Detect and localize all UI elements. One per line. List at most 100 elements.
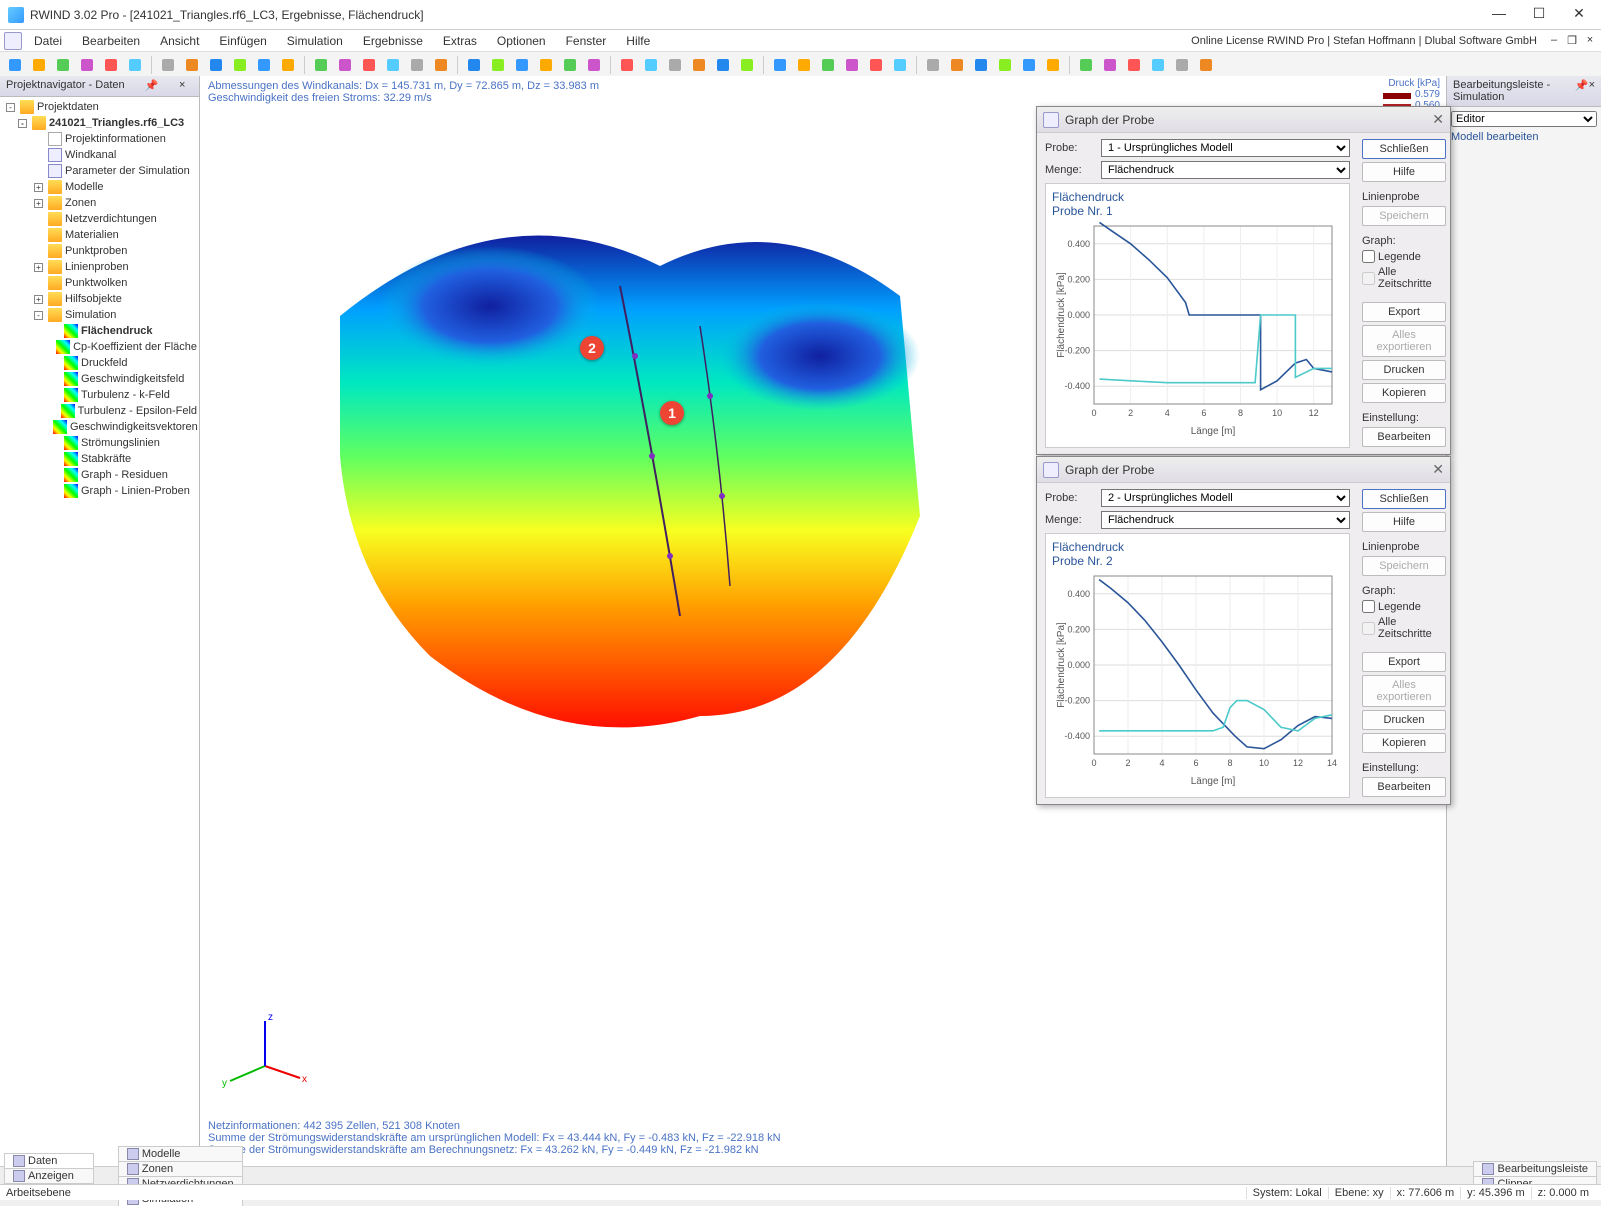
toolbar-button-29[interactable] xyxy=(736,54,758,76)
tree-item[interactable]: Projektinformationen xyxy=(2,131,197,147)
toolbar-button-36[interactable] xyxy=(922,54,944,76)
navigator-pin-icon[interactable]: 📌 xyxy=(145,79,159,93)
tree-item[interactable]: Netzverdichtungen xyxy=(2,211,197,227)
toolbar-button-34[interactable] xyxy=(865,54,887,76)
mdi-minimize[interactable]: – xyxy=(1547,34,1561,48)
legend-checkbox[interactable]: Legende xyxy=(1362,250,1446,263)
print-button[interactable]: Drucken xyxy=(1362,360,1446,380)
help-button[interactable]: Hilfe xyxy=(1362,512,1446,532)
mdi-restore[interactable]: ❐ xyxy=(1565,34,1579,48)
toolbar-button-8[interactable] xyxy=(205,54,227,76)
graph1-probe-select[interactable]: 1 - Ursprüngliches Modell xyxy=(1101,139,1350,157)
tree-item[interactable]: Punktwolken xyxy=(2,275,197,291)
close-button[interactable]: Schließen xyxy=(1362,139,1446,159)
tree-item[interactable]: +Zonen xyxy=(2,195,197,211)
toolbar-button-15[interactable] xyxy=(382,54,404,76)
mdi-close[interactable]: × xyxy=(1583,34,1597,48)
app-menu-icon[interactable] xyxy=(4,32,22,50)
save-button[interactable]: Speichern xyxy=(1362,206,1446,226)
toolbar-button-3[interactable] xyxy=(76,54,98,76)
tree-item[interactable]: +Linienproben xyxy=(2,259,197,275)
tree-sim-item[interactable]: Turbulenz - Epsilon-Feld xyxy=(2,403,197,419)
menu-optionen[interactable]: Optionen xyxy=(487,32,556,50)
toolbar-button-31[interactable] xyxy=(793,54,815,76)
export-button[interactable]: Export xyxy=(1362,652,1446,672)
menu-extras[interactable]: Extras xyxy=(433,32,487,50)
toolbar-button-19[interactable] xyxy=(487,54,509,76)
bottom-tab-anzeigen[interactable]: Anzeigen xyxy=(4,1168,94,1183)
sidebar-close-icon[interactable]: × xyxy=(1589,79,1595,103)
exportall-button[interactable]: Alles exportieren xyxy=(1362,675,1446,707)
maximize-button[interactable]: ☐ xyxy=(1525,5,1553,25)
close-button[interactable]: Schließen xyxy=(1362,489,1446,509)
menu-simulation[interactable]: Simulation xyxy=(277,32,353,50)
tree-sim-item[interactable]: Geschwindigkeitsfeld xyxy=(2,371,197,387)
graph2-close-button[interactable]: ✕ xyxy=(1432,461,1444,478)
toolbar-button-25[interactable] xyxy=(640,54,662,76)
toolbar-button-4[interactable] xyxy=(100,54,122,76)
menu-ansicht[interactable]: Ansicht xyxy=(150,32,209,50)
toolbar-button-24[interactable] xyxy=(616,54,638,76)
menu-einfügen[interactable]: Einfügen xyxy=(209,32,276,50)
toolbar-button-46[interactable] xyxy=(1171,54,1193,76)
menu-fenster[interactable]: Fenster xyxy=(556,32,617,50)
bottom-tab-daten[interactable]: Daten xyxy=(4,1153,94,1168)
copy-button[interactable]: Kopieren xyxy=(1362,733,1446,753)
bottom-tab-modelle[interactable]: Modelle xyxy=(118,1146,243,1161)
legend-checkbox[interactable]: Legende xyxy=(1362,600,1446,613)
toolbar-button-22[interactable] xyxy=(559,54,581,76)
edit-button[interactable]: Bearbeiten xyxy=(1362,777,1446,797)
toolbar-button-44[interactable] xyxy=(1123,54,1145,76)
toolbar-button-5[interactable] xyxy=(124,54,146,76)
toolbar-button-37[interactable] xyxy=(946,54,968,76)
allsteps-checkbox[interactable]: Alle Zeitschritte xyxy=(1362,616,1446,640)
toolbar-button-39[interactable] xyxy=(994,54,1016,76)
toolbar-button-12[interactable] xyxy=(310,54,332,76)
menu-ergebnisse[interactable]: Ergebnisse xyxy=(353,32,433,50)
toolbar-button-38[interactable] xyxy=(970,54,992,76)
toolbar-button-43[interactable] xyxy=(1099,54,1121,76)
edit-button[interactable]: Bearbeiten xyxy=(1362,427,1446,447)
toolbar-button-14[interactable] xyxy=(358,54,380,76)
toolbar-button-0[interactable] xyxy=(4,54,26,76)
tree-item[interactable]: Materialien xyxy=(2,227,197,243)
toolbar-button-20[interactable] xyxy=(511,54,533,76)
save-button[interactable]: Speichern xyxy=(1362,556,1446,576)
toolbar-button-6[interactable] xyxy=(157,54,179,76)
toolbar-button-23[interactable] xyxy=(583,54,605,76)
toolbar-button-45[interactable] xyxy=(1147,54,1169,76)
toolbar-button-21[interactable] xyxy=(535,54,557,76)
toolbar-button-17[interactable] xyxy=(430,54,452,76)
tree-item[interactable]: +Modelle xyxy=(2,179,197,195)
allsteps-checkbox[interactable]: Alle Zeitschritte xyxy=(1362,266,1446,290)
tree-item[interactable]: Windkanal xyxy=(2,147,197,163)
tree-sim-item[interactable]: Strömungslinien xyxy=(2,435,197,451)
menu-bearbeiten[interactable]: Bearbeiten xyxy=(72,32,150,50)
exportall-button[interactable]: Alles exportieren xyxy=(1362,325,1446,357)
toolbar-button-13[interactable] xyxy=(334,54,356,76)
menu-datei[interactable]: Datei xyxy=(24,32,72,50)
tree-sim-item[interactable]: Stabkräfte xyxy=(2,451,197,467)
toolbar-button-16[interactable] xyxy=(406,54,428,76)
toolbar-button-30[interactable] xyxy=(769,54,791,76)
toolbar-button-42[interactable] xyxy=(1075,54,1097,76)
toolbar-button-35[interactable] xyxy=(889,54,911,76)
tree-sim-item[interactable]: Druckfeld xyxy=(2,355,197,371)
graph2-menge-select[interactable]: Flächendruck xyxy=(1101,511,1350,529)
toolbar-button-1[interactable] xyxy=(28,54,50,76)
bottom-tab-zonen[interactable]: Zonen xyxy=(118,1161,243,1176)
tree-item[interactable]: Punktproben xyxy=(2,243,197,259)
tree-sim-item[interactable]: Graph - Residuen xyxy=(2,467,197,483)
close-button[interactable]: ✕ xyxy=(1565,5,1593,25)
tree-sim-item[interactable]: Flächendruck xyxy=(2,323,197,339)
toolbar-button-26[interactable] xyxy=(664,54,686,76)
toolbar-button-28[interactable] xyxy=(712,54,734,76)
toolbar-button-18[interactable] xyxy=(463,54,485,76)
toolbar-button-41[interactable] xyxy=(1042,54,1064,76)
model-edit-link[interactable]: Modell bearbeiten xyxy=(1451,131,1597,143)
minimize-button[interactable]: — xyxy=(1485,5,1513,25)
graph1-menge-select[interactable]: Flächendruck xyxy=(1101,161,1350,179)
tree-sim-item[interactable]: Graph - Linien-Proben xyxy=(2,483,197,499)
toolbar-button-10[interactable] xyxy=(253,54,275,76)
tree-sim-item[interactable]: Geschwindigkeitsvektoren xyxy=(2,419,197,435)
